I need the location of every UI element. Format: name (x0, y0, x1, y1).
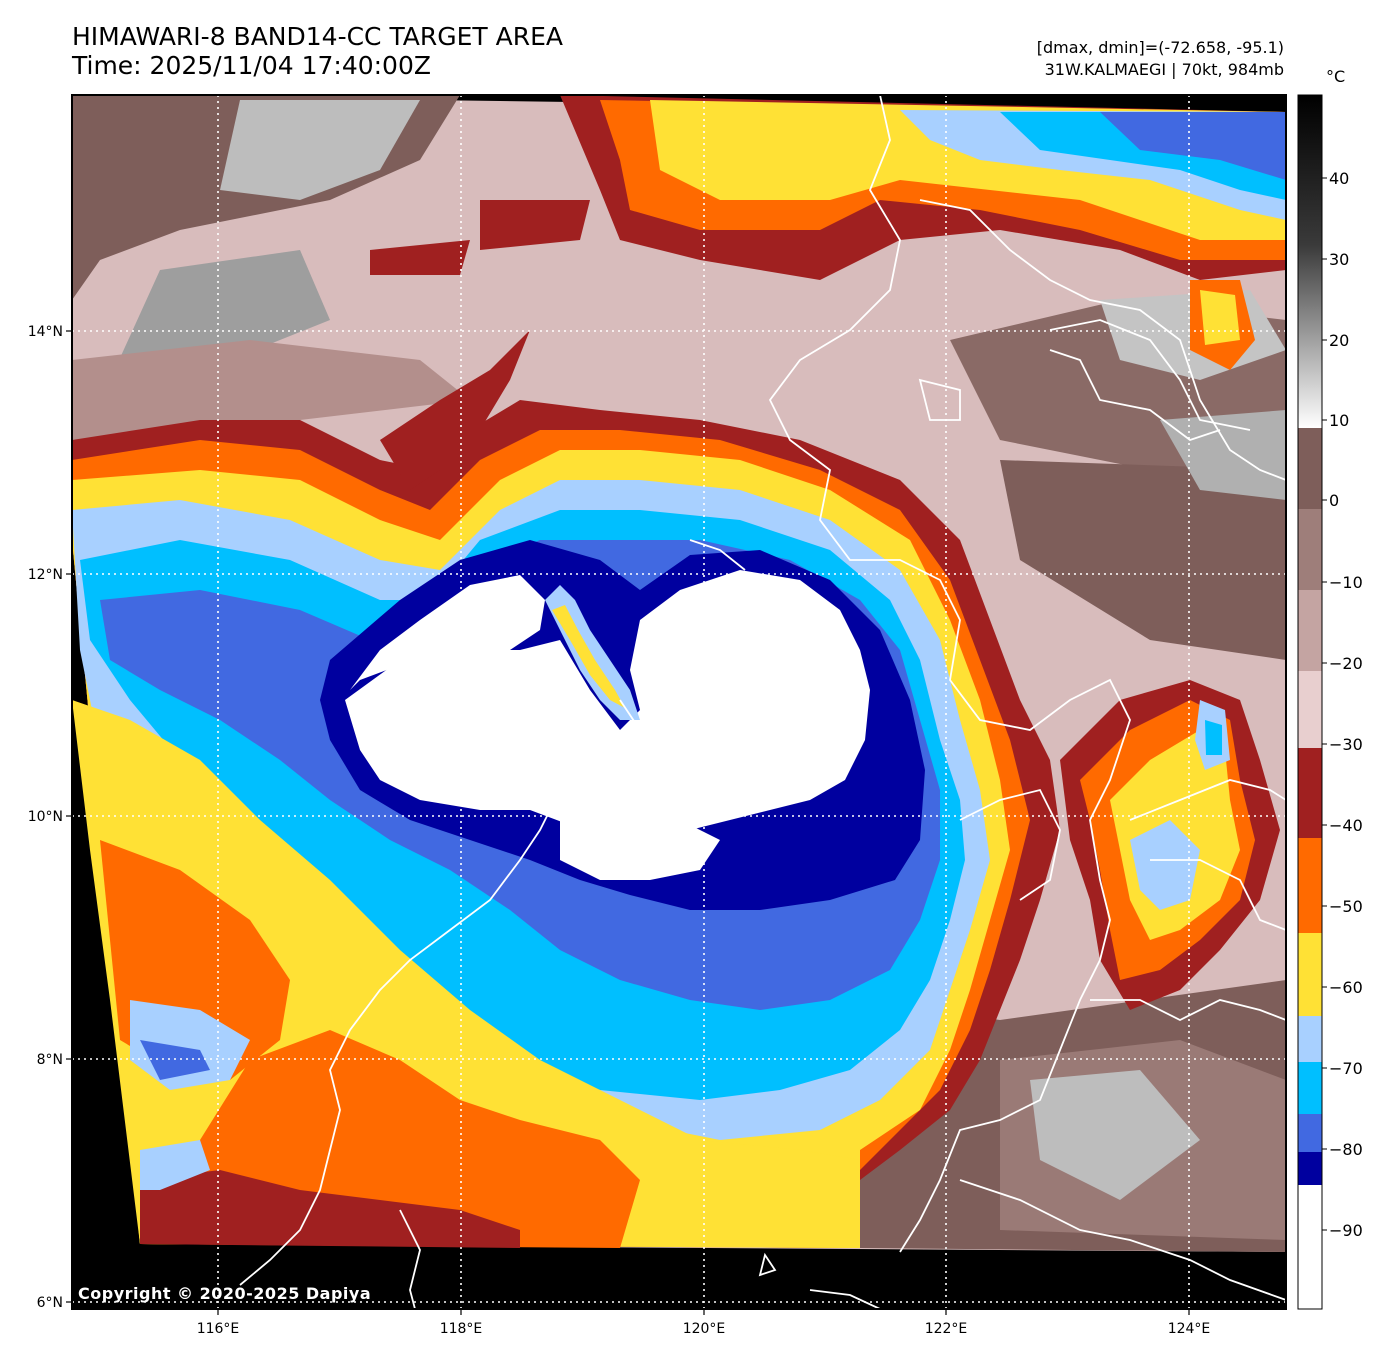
colorbar-tick-label: 30 (1329, 250, 1349, 269)
colorbar-segment (1298, 1152, 1322, 1185)
colorbar-tick-label: −80 (1329, 1140, 1363, 1159)
colorbar-tick-label: −20 (1329, 654, 1363, 673)
band-minus60 (1200, 290, 1240, 345)
colorbar-unit: °C (1326, 67, 1346, 86)
colorbar-tick-label: −70 (1329, 1059, 1363, 1078)
longitude-labels: 116°E 118°E 120°E 122°E 124°E (197, 1321, 1211, 1337)
imagery (72, 95, 1286, 1309)
warm-patch (72, 340, 470, 440)
lon-label: 116°E (197, 1321, 240, 1337)
cold-cloud-top (345, 570, 870, 840)
warm-patch (1000, 460, 1286, 660)
colorbar-tick-label: −60 (1329, 978, 1363, 997)
colorbar-tick-label: −30 (1329, 735, 1363, 754)
storm-label: 31W.KALMAEGI | 70kt, 984mb (1044, 60, 1284, 79)
colorbar-segment (1298, 748, 1322, 838)
map-frame (71, 94, 1287, 1310)
colorbar-segment (1298, 1062, 1322, 1114)
clear-patch (110, 250, 330, 380)
colorbar-tick-label: −40 (1329, 816, 1363, 835)
east-cluster-minus70 (1130, 820, 1200, 910)
east-cluster-minus75 (1205, 720, 1222, 755)
band-minus40 (380, 330, 530, 490)
figure-title: HIMAWARI-8 BAND14-CC TARGET AREA Time: 2… (72, 22, 563, 80)
sw-band-minus70 (140, 1140, 210, 1190)
colorbar-tick-label: 10 (1329, 411, 1349, 430)
colorbar-segment (1298, 428, 1322, 509)
clear-patch (1030, 1070, 1200, 1200)
colorbar-segment (1298, 590, 1322, 671)
spiral-arm-core (552, 605, 625, 708)
colorbar-frame (1297, 94, 1323, 1310)
colorbar-segment (1298, 671, 1322, 748)
temperature-range: [dmax, dmin]=(-72.658, -95.1) (1036, 38, 1284, 57)
lat-label: 10°N (28, 809, 63, 825)
colorbar-segment-gray (1298, 95, 1322, 428)
colorbar-tick-label: −10 (1329, 573, 1363, 592)
colorbar-segment (1298, 509, 1322, 590)
lat-label: 12°N (28, 567, 63, 583)
lon-label: 120°E (683, 1321, 726, 1337)
axis-ticks (66, 330, 1190, 1315)
lon-label: 122°E (925, 1321, 968, 1337)
storm-info: [dmax, dmin]=(-72.658, -95.1) 31W.KALMAE… (1037, 37, 1284, 81)
colorbar-segment (1298, 933, 1322, 1016)
sw-band-minus80 (140, 1040, 210, 1080)
lon-label: 118°E (440, 1321, 483, 1337)
band-minus40 (370, 240, 470, 275)
cold-cloud-top (560, 810, 720, 880)
sw-band-minus40 (140, 1170, 520, 1248)
colorbar: 40 30 20 10 0 −10 −20 −30 −40 −50 −60 −7… (1297, 94, 1363, 1310)
clear-patch (1160, 410, 1286, 500)
band-minus80 (1100, 112, 1286, 180)
copyright-text: Copyright © 2020-2025 Dapiya (78, 1284, 372, 1303)
lon-label: 124°E (1168, 1321, 1211, 1337)
title-line-2: Time: 2025/11/04 17:40:00Z (72, 51, 431, 80)
lat-label: 6°N (37, 1295, 63, 1311)
colorbar-segment (1298, 838, 1322, 933)
coastlines (239, 95, 1286, 1309)
band-minus40 (480, 200, 590, 250)
colorbar-tick-label: −50 (1329, 897, 1363, 916)
colorbar-segment (1298, 1114, 1322, 1152)
colorbar-tick-label: 20 (1329, 331, 1349, 350)
colorbar-tick-labels: 40 30 20 10 0 −10 −20 −30 −40 −50 −60 −7… (1329, 169, 1363, 1240)
colorbar-tick-label: −90 (1329, 1221, 1363, 1240)
colorbar-tick-label: 0 (1329, 491, 1339, 510)
clear-patch (220, 100, 420, 200)
latitude-labels: 14°N 12°N 10°N 8°N 6°N (28, 324, 63, 1311)
colorbar-tick-label: 40 (1329, 169, 1349, 188)
lat-label: 14°N (28, 324, 63, 340)
colorbar-segment (1298, 1016, 1322, 1062)
lat-label: 8°N (37, 1052, 63, 1068)
lat-lon-grid (72, 95, 1286, 1309)
title-line-1: HIMAWARI-8 BAND14-CC TARGET AREA (72, 22, 564, 51)
colorbar-segment (1298, 1185, 1322, 1309)
